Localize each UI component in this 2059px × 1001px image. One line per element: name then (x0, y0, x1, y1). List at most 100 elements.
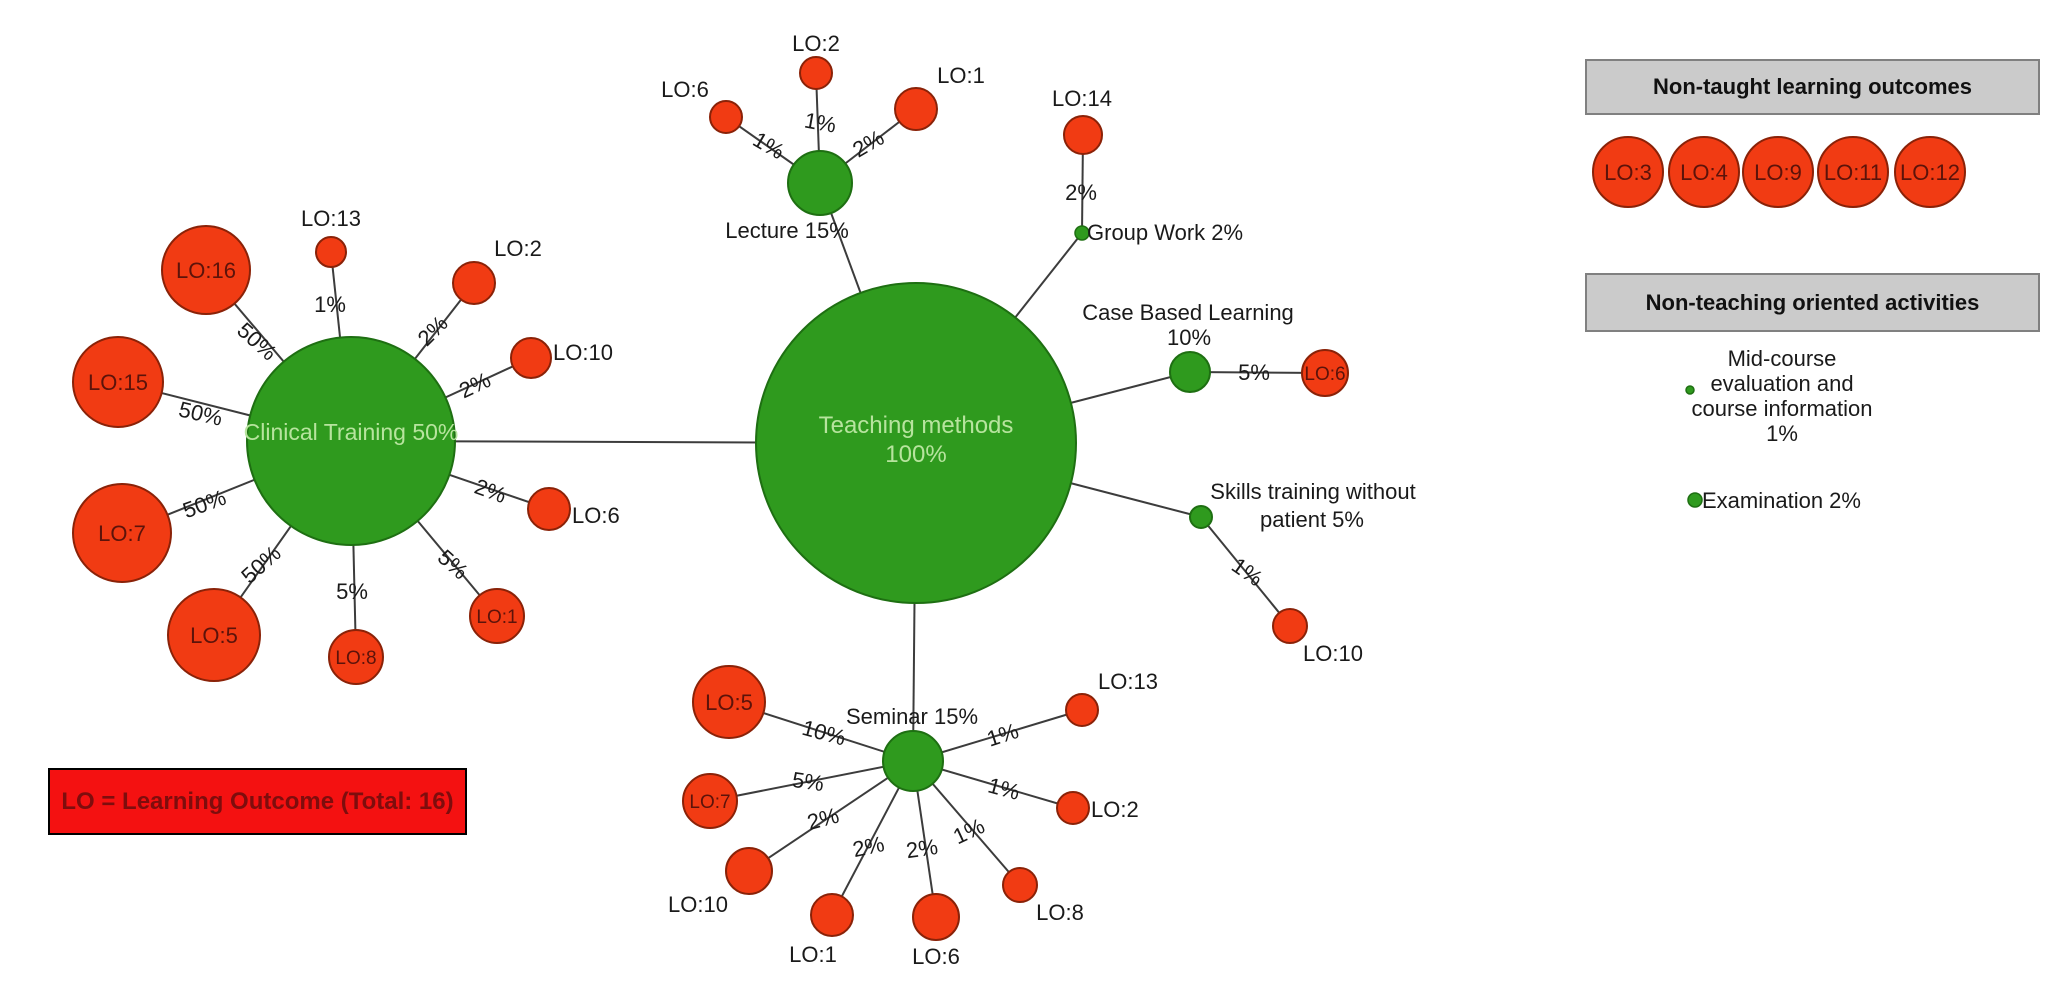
node-sem-lo8-circle (1002, 867, 1038, 903)
node-leg-lo11-circle (1817, 136, 1889, 208)
node-c-lo10-label: LO:10 (553, 340, 613, 365)
node-seminar-label: Seminar 15% (846, 704, 978, 729)
node-l-lo6-label: LO:6 (661, 77, 709, 102)
edge-label-seminar-sem-lo1: 2% (850, 831, 886, 862)
node-exam-circle (1687, 492, 1703, 508)
node-sem-lo6-label: LO:6 (912, 944, 960, 969)
node-sem-lo13-label: LO:13 (1098, 669, 1158, 694)
node-midcourse-label-4: 1% (1766, 421, 1798, 446)
node-g-lo14-circle (1063, 115, 1103, 155)
node-clinical-circle (246, 336, 456, 546)
node-skills-label-2: patient 5% (1260, 507, 1364, 532)
node-c-lo10-circle (510, 337, 552, 379)
edge-label-groupwork-g-lo14: 2% (1065, 180, 1097, 205)
node-l-lo6-circle (709, 100, 743, 134)
node-c-lo2-label: LO:2 (494, 236, 542, 261)
node-c-lo8-circle (328, 629, 384, 685)
node-sem-lo1-label: LO:1 (789, 942, 837, 967)
node-c-lo6-circle (527, 487, 571, 531)
node-seminar-circle (882, 730, 944, 792)
node-teaching-label-1: Teaching methods (819, 412, 1014, 439)
node-sem-lo7-label: LO:7 (689, 792, 730, 813)
node-clinical-label: Clinical Training 50% (244, 419, 459, 445)
node-leg-lo12-label: LO:12 (1900, 160, 1960, 185)
node-c-lo2-circle (452, 261, 496, 305)
edge-label-clinical-c-lo5: 50% (236, 540, 285, 588)
node-c-lo15-label: LO:15 (88, 370, 148, 395)
node-groupwork-circle (1074, 225, 1090, 241)
node-c-lo13-circle (315, 236, 347, 268)
node-c-lo5-circle (167, 588, 261, 682)
edge-seminar-sem-lo7 (709, 760, 914, 802)
edge-label-lecture-l-lo2: 1% (802, 108, 838, 138)
node-leg-lo3-label: LO:3 (1604, 160, 1652, 185)
edge-label-clinical-c-lo8: 5% (336, 579, 368, 604)
node-cbl-label-2: 10% (1167, 325, 1211, 350)
node-c-lo13-label: LO:13 (301, 206, 361, 231)
node-sem-lo2-circle (1056, 791, 1090, 825)
legend-non-teaching-title: Non-teaching oriented activities (1645, 289, 1980, 315)
legend-non-taught-title: Non-taught learning outcomes (1653, 74, 1972, 99)
node-c-lo7-circle (72, 483, 172, 583)
node-leg-lo4-circle (1668, 136, 1740, 208)
legend-non-taught-header: Non-taught learning outcomes (1585, 59, 2040, 115)
node-midcourse-circle (1685, 385, 1695, 395)
node-s-lo10-label: LO:10 (1303, 641, 1363, 666)
node-skills-circle (1189, 505, 1213, 529)
node-l-lo1-circle (894, 87, 938, 131)
edge-label-clinical-c-lo15: 50% (176, 397, 225, 431)
node-midcourse-label-2: evaluation and (1710, 371, 1853, 396)
edge-seminar-sem-lo10 (748, 760, 914, 872)
node-cbl-lo6-circle (1301, 349, 1349, 397)
node-leg-lo9-circle (1742, 136, 1814, 208)
lo-abbreviation-label: LO = Learning Outcome (Total: 16) (61, 787, 454, 815)
node-leg-lo12-circle (1894, 136, 1966, 208)
node-cbl-lo6-label: LO:6 (1304, 364, 1345, 385)
edge-label-clinical-c-lo6: 2% (471, 474, 509, 508)
node-sem-lo8-label: LO:8 (1036, 900, 1084, 925)
node-c-lo5-label: LO:5 (190, 623, 238, 648)
legend-non-teaching-header: Non-teaching oriented activities (1585, 273, 2040, 332)
edge-label-clinical-c-lo13: 1% (314, 292, 346, 317)
node-l-lo2-circle (799, 56, 833, 90)
node-lecture-circle (787, 150, 853, 216)
edge-label-skills-s-lo10: 1% (1227, 552, 1267, 591)
node-c-lo15-circle (72, 336, 164, 428)
node-exam-label: Examination 2% (1702, 488, 1861, 513)
node-teaching-circle (755, 282, 1077, 604)
node-cbl-label-1: Case Based Learning (1082, 300, 1294, 325)
edge-skills-s-lo10 (1200, 516, 1291, 627)
node-leg-lo11-label: LO:11 (1824, 160, 1882, 185)
node-midcourse-label-3: course information (1692, 396, 1873, 421)
node-teaching-label-2: 100% (885, 441, 946, 468)
node-l-lo1-label: LO:1 (937, 63, 985, 88)
edge-label-seminar-sem-lo6: 2% (904, 834, 939, 863)
node-c-lo8-label: LO:8 (335, 648, 376, 669)
edge-label-clinical-c-lo7: 50% (179, 485, 229, 524)
edge-label-seminar-sem-lo5: 10% (799, 715, 848, 751)
edge-label-clinical-c-lo16: 50% (232, 317, 281, 365)
edge-label-clinical-c-lo10: 2% (455, 367, 494, 403)
edge-label-seminar-sem-lo7: 5% (791, 767, 826, 796)
edge-label-clinical-c-lo1: 5% (433, 544, 473, 584)
node-sem-lo6-circle (912, 893, 960, 941)
node-leg-lo3-circle (1592, 136, 1664, 208)
node-l-lo2-label: LO:2 (792, 31, 840, 56)
node-sem-lo7-circle (682, 773, 738, 829)
node-sem-lo13-circle (1065, 693, 1099, 727)
node-groupwork-label: Group Work 2% (1087, 220, 1243, 245)
node-g-lo14-label: LO:14 (1052, 86, 1112, 111)
edge-label-seminar-sem-lo8: 1% (949, 813, 988, 849)
node-c-lo16-label: LO:16 (176, 258, 236, 283)
node-c-lo1-label: LO:1 (476, 607, 517, 628)
node-s-lo10-circle (1272, 608, 1308, 644)
node-cbl-circle (1169, 351, 1211, 393)
node-sem-lo2-label: LO:2 (1091, 797, 1139, 822)
node-midcourse-label-1: Mid-course (1728, 346, 1837, 371)
node-lecture-label: Lecture 15% (725, 218, 849, 243)
node-sem-lo10-circle (725, 847, 773, 895)
node-sem-lo5-label: LO:5 (705, 690, 753, 715)
edge-label-lecture-l-lo6: 1% (749, 127, 789, 165)
